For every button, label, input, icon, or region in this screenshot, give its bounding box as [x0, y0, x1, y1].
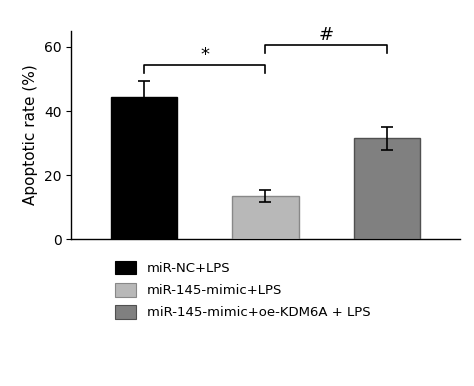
Bar [110, 96, 177, 239]
Text: *: * [200, 46, 209, 64]
Bar [354, 138, 420, 239]
Legend: miR-NC+LPS, miR-145-mimic+LPS, miR-145-mimic+oe-KDM6A + LPS: miR-NC+LPS, miR-145-mimic+LPS, miR-145-m… [109, 254, 377, 326]
Y-axis label: Apoptotic rate (%): Apoptotic rate (%) [23, 65, 38, 205]
Bar [232, 196, 299, 239]
Text: #: # [319, 26, 334, 44]
